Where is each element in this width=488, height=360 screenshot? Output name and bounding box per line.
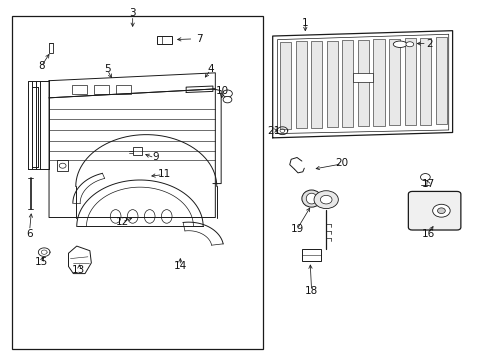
- Text: 2: 2: [425, 39, 432, 49]
- Bar: [419, 38, 430, 125]
- Bar: [310, 41, 322, 128]
- Text: 19: 19: [290, 224, 303, 234]
- Circle shape: [420, 174, 429, 181]
- Bar: [301, 249, 321, 261]
- Bar: [94, 85, 109, 94]
- Ellipse shape: [392, 41, 406, 48]
- Text: 8: 8: [38, 61, 44, 71]
- Bar: [116, 85, 131, 94]
- Ellipse shape: [110, 210, 121, 223]
- Bar: [48, 43, 53, 53]
- Text: 3: 3: [129, 8, 136, 18]
- Text: 16: 16: [421, 229, 434, 239]
- Text: 7: 7: [196, 34, 203, 44]
- Text: 20: 20: [334, 158, 347, 168]
- Bar: [388, 39, 399, 125]
- Circle shape: [437, 208, 445, 213]
- Bar: [295, 41, 306, 128]
- Text: 14: 14: [173, 261, 186, 271]
- Text: 10: 10: [216, 86, 229, 96]
- Text: 12: 12: [115, 217, 128, 227]
- Ellipse shape: [405, 42, 413, 47]
- Bar: [435, 37, 446, 124]
- FancyBboxPatch shape: [407, 192, 460, 230]
- Bar: [357, 40, 368, 126]
- Bar: [342, 40, 353, 127]
- Bar: [72, 85, 87, 94]
- Circle shape: [222, 90, 232, 97]
- Bar: [132, 147, 142, 155]
- Circle shape: [432, 204, 449, 217]
- Text: 5: 5: [104, 64, 110, 74]
- Text: 4: 4: [207, 64, 213, 74]
- Ellipse shape: [144, 210, 155, 223]
- Bar: [12, 17, 263, 348]
- Bar: [404, 38, 415, 125]
- Circle shape: [320, 195, 331, 204]
- Text: 17: 17: [421, 179, 434, 189]
- Bar: [57, 160, 68, 171]
- Ellipse shape: [301, 190, 321, 207]
- Bar: [157, 36, 171, 44]
- Text: 11: 11: [157, 168, 170, 179]
- Text: 9: 9: [152, 152, 159, 162]
- Text: 18: 18: [305, 287, 318, 296]
- Bar: [326, 41, 337, 127]
- Text: 6: 6: [26, 229, 33, 239]
- Ellipse shape: [305, 193, 316, 204]
- Circle shape: [59, 163, 66, 168]
- Ellipse shape: [161, 210, 172, 223]
- Text: 13: 13: [71, 265, 84, 275]
- Text: 15: 15: [35, 257, 48, 267]
- Bar: [280, 42, 290, 129]
- Text: 21: 21: [266, 126, 280, 136]
- Bar: [352, 73, 372, 82]
- Circle shape: [313, 191, 338, 208]
- Bar: [373, 39, 384, 126]
- Text: 1: 1: [302, 18, 308, 28]
- Polygon shape: [68, 246, 91, 274]
- Ellipse shape: [127, 210, 138, 223]
- Circle shape: [223, 96, 231, 103]
